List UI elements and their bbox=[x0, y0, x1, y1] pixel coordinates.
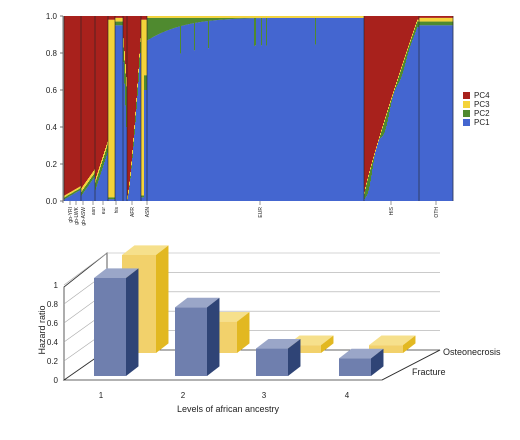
group-label: EUR bbox=[258, 207, 264, 218]
group-label: gb-LWK bbox=[74, 206, 80, 224]
hazard-y-tick-label: 0.6 bbox=[47, 319, 59, 328]
fracture-bar-1-side bbox=[126, 268, 138, 376]
legend-label-pc4: PC4 bbox=[474, 91, 490, 100]
hazard-x-ticks: 1 2 3 4 bbox=[99, 391, 350, 400]
hazard-x-tick-label: 4 bbox=[345, 391, 350, 400]
group-label: eur bbox=[101, 207, 107, 215]
fracture-bar-2-side bbox=[207, 298, 219, 376]
legend-label-pc1: PC1 bbox=[474, 118, 490, 127]
series-label-osteonecrosis: Osteonecrosis bbox=[443, 347, 501, 357]
hazard-x-axis-label: Levels of african ancestry bbox=[177, 404, 280, 414]
legend-swatch-pc4 bbox=[463, 92, 470, 99]
group-label: HIS bbox=[389, 206, 395, 215]
admixture-y-tick-label: 0.8 bbox=[46, 49, 58, 58]
admixture-y-tick-label: 1.0 bbox=[46, 12, 58, 21]
fracture-bar-1-front bbox=[94, 278, 126, 376]
hazard-ratio-chart: 0 0.2 0.4 0.6 0.8 1 1 2 3 4 Fracture Osteonecrosi… bbox=[37, 245, 501, 414]
admixture-y-tick-label: 0.0 bbox=[46, 197, 58, 206]
hazard-x-tick-label: 2 bbox=[181, 391, 186, 400]
group-label: gb-ASW bbox=[81, 207, 87, 226]
legend-swatch-pc2 bbox=[463, 110, 470, 117]
group-label: asn bbox=[91, 207, 97, 215]
hazard-y-axis-label: Hazard ratio bbox=[37, 305, 47, 354]
fracture-bar-4-front bbox=[339, 358, 371, 376]
group-label: his bbox=[114, 207, 120, 214]
legend-label-pc3: PC3 bbox=[474, 100, 490, 109]
admixture-y-tick-label: 0.2 bbox=[46, 160, 58, 169]
hazard-y-ticks: 0 0.2 0.4 0.6 0.8 1 bbox=[47, 281, 59, 385]
hazard-y-tick-label: 0.4 bbox=[47, 338, 59, 347]
hazard-x-tick-label: 3 bbox=[262, 391, 267, 400]
group-label: ASN bbox=[145, 207, 151, 218]
legend-swatch-pc1 bbox=[463, 119, 470, 126]
series-label-fracture: Fracture bbox=[412, 367, 446, 377]
hazard-y-tick-label: 0.2 bbox=[47, 357, 59, 366]
legend-label-pc2: PC2 bbox=[474, 109, 490, 118]
hazard-y-tick-label: 1 bbox=[54, 281, 59, 290]
admixture-y-tick-label: 0.4 bbox=[46, 123, 58, 132]
fracture-bar-3-front bbox=[256, 349, 288, 376]
hazard-y-tick-label: 0 bbox=[54, 376, 59, 385]
admixture-y-ticks: 0.0 0.2 0.4 0.6 0.8 1.0 bbox=[46, 12, 63, 206]
hazard-x-tick-label: 1 bbox=[99, 391, 104, 400]
osteonecrosis-bar-1-side bbox=[156, 245, 168, 353]
group-label: AFR bbox=[130, 207, 136, 217]
legend-swatch-pc3 bbox=[463, 101, 470, 108]
hazard-y-tick-label: 0.8 bbox=[47, 300, 59, 309]
admixture-y-tick-label: 0.6 bbox=[46, 86, 58, 95]
admixture-plot-area bbox=[64, 16, 453, 201]
group-label: OTH bbox=[434, 207, 440, 218]
fracture-bar-2-front bbox=[175, 307, 207, 376]
